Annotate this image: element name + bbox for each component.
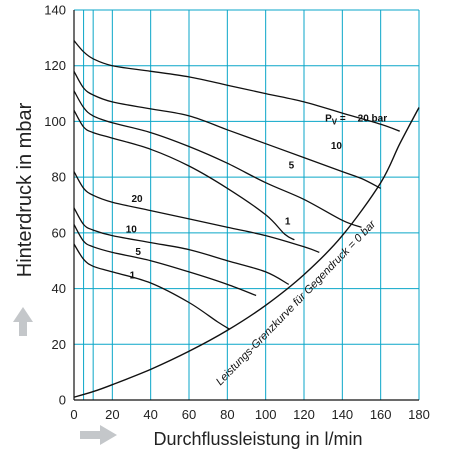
x-tick-label: 20 bbox=[105, 407, 119, 422]
y-tick-label: 40 bbox=[52, 281, 66, 296]
curve-label-4: 1 bbox=[285, 216, 291, 227]
boundary-curve bbox=[73, 107, 420, 398]
curve-label-3: 5 bbox=[289, 161, 295, 172]
curve-label-5: 20 bbox=[132, 194, 144, 205]
curve-label-1: 20 bar bbox=[358, 113, 388, 124]
pv-label: PV = bbox=[325, 113, 346, 126]
x-axis-title: Durchflussleistung in l/min bbox=[153, 429, 362, 449]
y-tick-label: 0 bbox=[59, 393, 66, 408]
pressure-curve-8 bbox=[73, 243, 230, 330]
curve-label-7: 5 bbox=[135, 247, 141, 258]
x-tick-label: 100 bbox=[255, 407, 277, 422]
y-tick-label: 120 bbox=[44, 58, 66, 73]
y-tick-label: 100 bbox=[44, 114, 66, 129]
y-axis-arrow-icon bbox=[13, 307, 33, 336]
curve-label-2: 10 bbox=[331, 141, 343, 152]
y-tick-label: 60 bbox=[52, 225, 66, 240]
x-tick-label: 140 bbox=[331, 407, 353, 422]
curves-group bbox=[73, 40, 401, 330]
labels-group: 20 bar 10 5 1 20 10 5 1 PV = bbox=[126, 113, 387, 281]
x-tick-label: 60 bbox=[182, 407, 196, 422]
pressure-curve-7 bbox=[73, 224, 257, 297]
x-tick-label: 0 bbox=[70, 407, 77, 422]
x-tick-label: 160 bbox=[370, 407, 392, 422]
pressure-curve-2 bbox=[73, 70, 381, 189]
x-tick-label: 40 bbox=[143, 407, 157, 422]
x-tick-label: 80 bbox=[220, 407, 234, 422]
boundary-label: Leistungs-Grenzkurve für Gegendruck = 0 … bbox=[214, 217, 379, 387]
x-tick-label: 180 bbox=[408, 407, 430, 422]
y-tick-label: 80 bbox=[52, 170, 66, 185]
pressure-curve-4 bbox=[73, 109, 295, 241]
y-tick-label: 20 bbox=[52, 337, 66, 352]
grid bbox=[73, 9, 420, 401]
pressure-curve-5 bbox=[73, 171, 320, 254]
pressure-curve-3 bbox=[73, 90, 362, 228]
curve-label-8: 1 bbox=[130, 271, 136, 282]
pressure-curve-1 bbox=[73, 40, 401, 132]
pressure-curve-6 bbox=[73, 207, 290, 285]
y-tick-label: 140 bbox=[44, 3, 66, 18]
x-tick-label: 120 bbox=[293, 407, 315, 422]
boundary-group: Leistungs-Grenzkurve für Gegendruck = 0 … bbox=[73, 107, 420, 398]
x-axis-arrow-icon bbox=[80, 425, 117, 445]
y-axis-title: Hinterdruck in mbar bbox=[14, 102, 36, 277]
curve-label-6: 10 bbox=[126, 225, 138, 236]
